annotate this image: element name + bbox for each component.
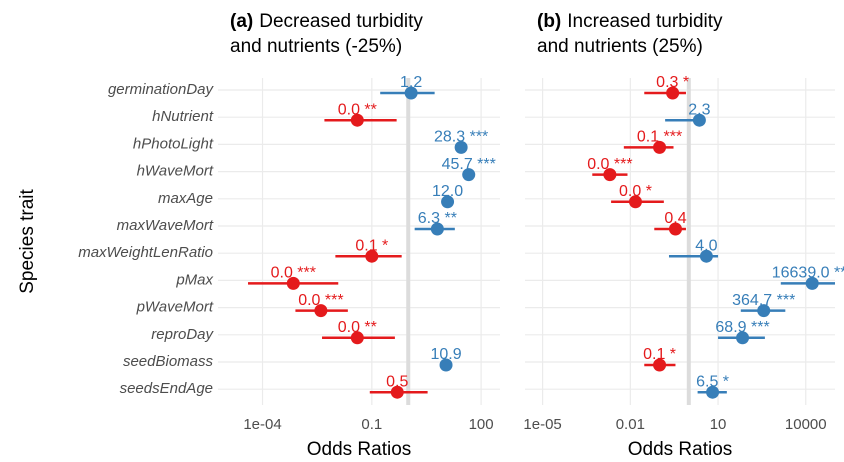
y-tick-label: germinationDay (108, 81, 215, 98)
value-label: 0.0 ** (338, 101, 377, 118)
point (736, 331, 750, 345)
point (603, 168, 617, 182)
y-tick-label: reproDay (151, 326, 214, 343)
value-label: 0.5 (386, 373, 408, 390)
y-tick-label: maxWaveMort (117, 217, 214, 234)
point (653, 140, 667, 154)
point (441, 195, 455, 209)
value-label: 12.0 (432, 183, 463, 200)
point (439, 358, 453, 372)
panel-title-line: Increased turbidity (567, 11, 723, 32)
point (757, 304, 771, 318)
point (454, 140, 468, 154)
point (699, 249, 713, 263)
x-axis-label: Odds Ratios (628, 439, 733, 460)
value-label: 0.0 ** (338, 319, 377, 336)
y-axis-label: Species trait (17, 189, 38, 294)
x-tick-label: 10 (710, 416, 727, 433)
point (628, 195, 642, 209)
point (286, 276, 300, 290)
point (805, 276, 819, 290)
x-tick-label: 100 (469, 416, 494, 433)
value-label: 0.1 * (355, 237, 388, 254)
x-tick-label: 10000 (785, 416, 827, 433)
value-label: 0.3 * (656, 74, 689, 91)
value-label: 0.0 *** (271, 265, 316, 282)
x-axis-label: Odds Ratios (307, 439, 412, 460)
x-tick-label: 1e-05 (523, 416, 561, 433)
value-label: 6.5 * (696, 373, 729, 390)
point (365, 249, 379, 263)
value-label: 0.4 (664, 210, 686, 227)
x-tick-label: 1e-04 (243, 416, 281, 433)
value-label: 68.9 *** (715, 319, 769, 336)
value-label: 4.0 (695, 237, 717, 254)
value-label: 0.0 *** (587, 156, 632, 173)
panel-title-prefix: (b) (537, 11, 561, 32)
y-tick-label: maxWeightLenRatio (78, 244, 213, 261)
x-tick-label: 0.1 (361, 416, 382, 433)
value-label: 45.7 *** (442, 156, 496, 173)
y-tick-label: hWaveMort (137, 163, 214, 180)
y-tick-label: seedsEndAge (120, 380, 213, 397)
y-tick-label: maxAge (158, 190, 213, 207)
value-label: 0.0 *** (298, 292, 343, 309)
point (350, 113, 364, 127)
value-label: 364.7 *** (732, 292, 795, 309)
point (430, 222, 444, 236)
point (462, 168, 476, 182)
y-tick-label: seedBiomass (123, 353, 214, 370)
y-tick-label: hPhotoLight (133, 135, 214, 152)
value-label: 0.0 * (619, 183, 652, 200)
value-label: 6.3 ** (418, 210, 457, 227)
point (692, 113, 706, 127)
point (706, 385, 720, 399)
value-label: 10.9 (430, 346, 461, 363)
panel-title-line: and nutrients (25%) (537, 36, 703, 57)
panel-title-line: and nutrients (-25%) (230, 36, 402, 57)
x-tick-label: 0.01 (616, 416, 645, 433)
panel-title: (a) Decreased turbidity (230, 11, 423, 32)
y-tick-label: hNutrient (152, 108, 214, 125)
panel-title-prefix: (a) (230, 11, 253, 32)
value-label: 1.2 (400, 74, 422, 91)
panel-title: (b) Increased turbidity (537, 11, 723, 32)
value-label: 0.1 *** (637, 129, 682, 146)
value-label: 16639.0 *** (772, 265, 844, 282)
point (350, 331, 364, 345)
value-label: 28.3 *** (434, 129, 488, 146)
point (653, 358, 667, 372)
point (390, 385, 404, 399)
y-tick-label: pMax (175, 271, 213, 288)
point (666, 86, 680, 100)
panel-title-line: Decreased turbidity (259, 11, 423, 32)
point (668, 222, 682, 236)
value-label: 0.1 * (643, 346, 676, 363)
point (404, 86, 418, 100)
point (314, 304, 328, 318)
value-label: 2.3 (688, 101, 710, 118)
y-tick-label: pWaveMort (136, 299, 214, 316)
